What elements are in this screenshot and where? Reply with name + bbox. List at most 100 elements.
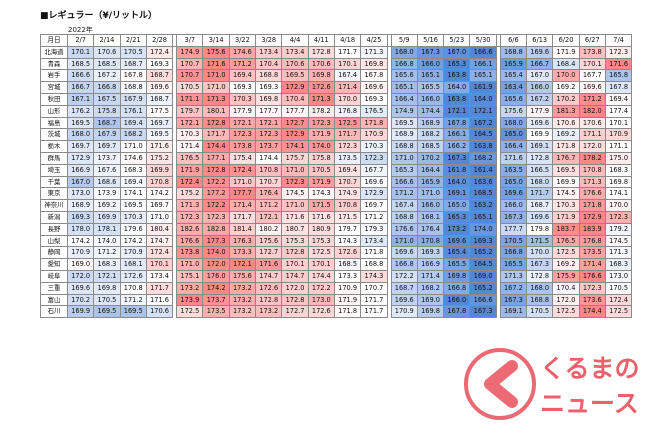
- table-row: 東京 173.0 173.9 174.1 174.2 175.2 177.2 177.7 176…: [40, 187, 633, 201]
- price-cell: 170.2: [552, 92, 580, 106]
- prefecture-label: 神奈川: [40, 199, 68, 212]
- price-cell: 167.1: [66, 92, 95, 106]
- price-cell: 164.0: [443, 81, 471, 94]
- price-cell: 183.7: [552, 222, 580, 236]
- price-cell: 170.8: [255, 163, 283, 177]
- price-cell: 171.2: [119, 293, 147, 307]
- price-cell: 172.2: [307, 281, 335, 295]
- price-cell: 165.3: [390, 163, 418, 177]
- price-cell: 170.9: [119, 246, 147, 260]
- price-cell: 171.0: [119, 140, 147, 153]
- price-cell: 174.1: [604, 187, 633, 201]
- price-cell: 173.4: [281, 45, 309, 59]
- price-cell: 166.0: [499, 199, 528, 212]
- price-cell: 169.1: [526, 140, 554, 153]
- prefecture-label: 茨城: [40, 128, 68, 142]
- date-header: 2/7: [66, 34, 95, 47]
- price-cell: 167.3: [499, 210, 528, 224]
- prefecture-label: 埼玉: [40, 163, 68, 177]
- price-cell: 173.2: [228, 281, 257, 295]
- price-cell: 173.8: [228, 140, 257, 153]
- price-cell: 169.9: [526, 128, 554, 142]
- price-cell: 168.7: [119, 57, 147, 71]
- price-cell: 168.1: [119, 258, 147, 271]
- prefecture-label: 三重: [40, 281, 68, 295]
- price-cell: 169.5: [93, 305, 121, 319]
- price-cell: 171.4: [228, 199, 257, 212]
- price-cell: 172.4: [228, 163, 257, 177]
- price-cell: 174.4: [416, 104, 445, 118]
- table-row: 石川 169.9 169.5 169.5 170.6 172.5 173.5 173.2 173…: [40, 305, 633, 319]
- price-cell: 168.5: [416, 140, 445, 153]
- price-cell: 170.9: [390, 305, 418, 319]
- price-cell: 171.9: [552, 210, 580, 224]
- price-cell: 169.5: [145, 128, 174, 142]
- svg-text:くるまの: くるまの: [540, 354, 640, 383]
- price-cell: 173.6: [578, 293, 606, 307]
- prefecture-label: 千葉: [40, 175, 68, 189]
- price-cell: 180.4: [145, 222, 174, 236]
- price-cell: 168.0: [499, 116, 528, 130]
- price-cell: 178.2: [307, 104, 335, 118]
- price-cell: 168.0: [526, 175, 554, 189]
- price-cell: 172.0: [552, 293, 580, 307]
- price-cell: 167.3: [416, 45, 445, 59]
- price-cell: 172.5: [604, 305, 633, 319]
- price-cell: 172.5: [333, 116, 362, 130]
- prefecture-label: 富山: [40, 293, 68, 307]
- price-cell: 174.0: [469, 222, 497, 236]
- price-cell: 163.2: [469, 199, 497, 212]
- price-cell: 180.9: [307, 222, 335, 236]
- price-cell: 168.8: [119, 81, 147, 94]
- price-cell: 168.5: [66, 57, 95, 71]
- price-cell: 171.4: [578, 258, 606, 271]
- price-cell: 168.2: [416, 281, 445, 295]
- price-cell: 170.5: [526, 305, 554, 319]
- price-cell: 171.6: [145, 293, 174, 307]
- price-cell: 171.0: [281, 199, 309, 212]
- price-cell: 168.9: [66, 199, 95, 212]
- table-row: 神奈川 168.9 169.2 169.5 169.7 171.3 172.2 171.4 17…: [40, 199, 633, 212]
- price-cell: 177.9: [526, 104, 554, 118]
- price-cell: 177.2: [202, 187, 230, 201]
- price-cell: 166.5: [526, 163, 554, 177]
- price-cell: 169.6: [390, 246, 418, 260]
- price-cell: 173.9: [176, 293, 204, 307]
- price-cell: 174.5: [281, 187, 309, 201]
- price-cell: 174.0: [93, 234, 121, 248]
- table-row: 岐阜 172.0 172.1 172.6 173.4 175.1 176.0 175.6 174…: [40, 269, 633, 283]
- price-cell: 173.8: [176, 246, 204, 260]
- price-cell: 171.1: [604, 140, 633, 153]
- price-cell: 172.5: [307, 246, 335, 260]
- price-cell: 169.4: [119, 116, 147, 130]
- price-cell: 161.8: [443, 163, 471, 177]
- price-cell: 174.6: [119, 151, 147, 165]
- price-cell: 161.9: [469, 81, 497, 94]
- price-cell: 176.5: [176, 151, 204, 165]
- date-header: 5/30: [469, 34, 497, 47]
- price-cell: 173.7: [202, 293, 230, 307]
- price-cell: 176.6: [176, 234, 204, 248]
- price-cell: 168.8: [360, 258, 388, 271]
- date-header: 3/7: [176, 34, 204, 47]
- price-cell: 174.5: [604, 234, 633, 248]
- price-cell: 174.0: [307, 140, 335, 153]
- price-cell: 178.2: [578, 151, 606, 165]
- price-cell: 171.0: [145, 210, 174, 224]
- price-cell: 167.6: [93, 163, 121, 177]
- price-cell: 163.8: [469, 140, 497, 153]
- price-cell: 172.3: [202, 210, 230, 224]
- price-cell: 176.8: [578, 234, 606, 248]
- price-cell: 172.6: [307, 81, 335, 94]
- price-cell: 179.7: [176, 104, 204, 118]
- price-cell: 163.4: [499, 81, 528, 94]
- price-cell: 172.2: [202, 199, 230, 212]
- price-cell: 169.3: [360, 92, 388, 106]
- price-cell: 169.9: [145, 163, 174, 177]
- price-cell: 168.3: [604, 163, 633, 177]
- price-cell: 176.6: [578, 269, 606, 283]
- price-cell: 172.5: [552, 305, 580, 319]
- price-cell: 168.2: [416, 128, 445, 142]
- date-header: 3/22: [228, 34, 257, 47]
- price-cell: 168.8: [499, 45, 528, 59]
